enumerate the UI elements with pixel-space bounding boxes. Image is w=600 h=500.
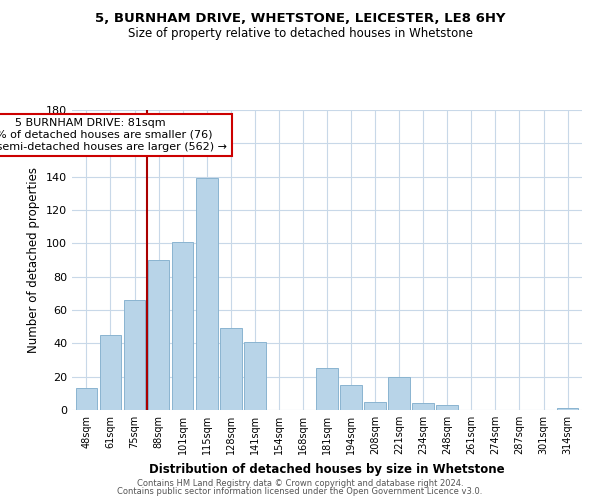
Bar	[340, 385, 362, 410]
Bar	[124, 300, 145, 410]
Bar	[364, 402, 386, 410]
Bar	[244, 342, 266, 410]
Bar	[316, 368, 338, 410]
Bar	[412, 404, 434, 410]
Text: 5, BURNHAM DRIVE, WHETSTONE, LEICESTER, LE8 6HY: 5, BURNHAM DRIVE, WHETSTONE, LEICESTER, …	[95, 12, 505, 26]
X-axis label: Distribution of detached houses by size in Whetstone: Distribution of detached houses by size …	[149, 462, 505, 475]
Text: Size of property relative to detached houses in Whetstone: Size of property relative to detached ho…	[128, 28, 473, 40]
Bar	[436, 405, 458, 410]
Bar	[76, 388, 97, 410]
Bar	[196, 178, 218, 410]
Text: Contains public sector information licensed under the Open Government Licence v3: Contains public sector information licen…	[118, 487, 482, 496]
Bar	[557, 408, 578, 410]
Bar	[220, 328, 242, 410]
Y-axis label: Number of detached properties: Number of detached properties	[28, 167, 40, 353]
Bar	[100, 335, 121, 410]
Bar	[148, 260, 169, 410]
Text: 5 BURNHAM DRIVE: 81sqm
← 12% of detached houses are smaller (76)
87% of semi-det: 5 BURNHAM DRIVE: 81sqm ← 12% of detached…	[0, 118, 227, 152]
Bar	[388, 376, 410, 410]
Bar	[172, 242, 193, 410]
Text: Contains HM Land Registry data © Crown copyright and database right 2024.: Contains HM Land Registry data © Crown c…	[137, 478, 463, 488]
